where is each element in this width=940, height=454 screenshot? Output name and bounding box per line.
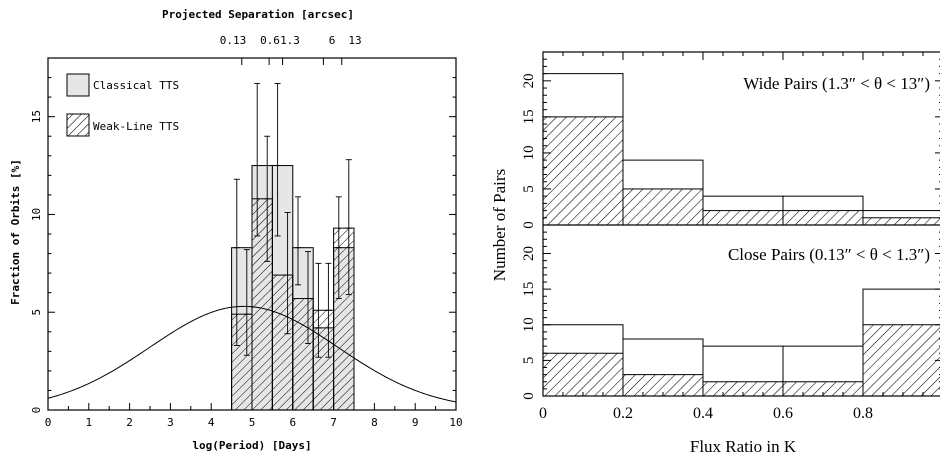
bar-hatched (862, 324, 940, 397)
errorbar-weakline (345, 159, 352, 296)
error-bars (233, 82, 352, 358)
right-xtick-label: 0.2 (613, 405, 633, 422)
bar-weakline (292, 298, 314, 411)
bar-weakline (271, 274, 294, 411)
left-ticks: 0 1 2 3 4 5 6 7 8 9 10 0 5 10 15 0.13 0.6 1.3 6 13 (30, 34, 463, 429)
left-xtick-label: 5 (249, 416, 256, 429)
top-axis-label: Projected Separation [arcsec] (162, 8, 354, 21)
right-ytick-label: 5 (521, 357, 537, 365)
left-xtick-label: 6 (289, 416, 296, 429)
right-ytick-label: 10 (521, 145, 537, 160)
errorbar-classical (254, 82, 261, 237)
bar-hatched (622, 188, 704, 226)
bar-hatched (702, 210, 784, 226)
errorbar-weakline (325, 262, 332, 358)
legend-label-classical: Classical TTS (93, 79, 179, 92)
left-x-axis-label: log(Period) [Days] (192, 439, 311, 452)
right-ticks: 0 5 10 15 20 0 5 10 15 20 0 0.2 0.4 0.6 0.8 (521, 52, 940, 422)
right-ytick-label: 15 (521, 109, 537, 124)
bar-hatched (862, 217, 940, 226)
left-xtick-label: 3 (167, 416, 174, 429)
bar-weakline (312, 309, 335, 411)
left-xtick-label: 10 (449, 416, 462, 429)
top-tick-label: 0.6 (260, 34, 280, 47)
right-xtick-label: 0 (539, 405, 547, 422)
right-ytick-label: 10 (521, 317, 537, 332)
errorbar-classical (315, 262, 322, 358)
right-ytick-label: 5 (521, 185, 537, 193)
left-ytick-label: 10 (30, 208, 43, 221)
left-xtick-label: 0 (45, 416, 52, 429)
left-chart: 0 1 2 3 4 5 6 7 8 9 10 0 5 10 15 0.13 0.6 1.3 6 13 Classica… (9, 8, 463, 452)
legend-swatch-classical (66, 73, 90, 97)
errorbar-weakline (305, 251, 311, 344)
left-xtick-label: 1 (85, 416, 92, 429)
top-tick-label: 0.13 (220, 34, 247, 47)
right-y-axis-label: Number of Pairs (490, 169, 509, 281)
right-ytick-label: 0 (521, 392, 537, 400)
left-xtick-label: 8 (371, 416, 378, 429)
top-tick-label: 6 (329, 34, 336, 47)
left-ytick-label: 0 (30, 407, 43, 414)
gaussian-curve (47, 305, 457, 403)
errorbar-classical (295, 196, 301, 286)
errorbar-classical (335, 196, 342, 299)
errorbar-classical (274, 82, 281, 237)
bar-weakline (333, 227, 355, 411)
right-ytick-label: 15 (521, 282, 537, 297)
left-ytick-label: 15 (30, 110, 43, 123)
right-bars (542, 73, 940, 397)
errorbar-weakline (243, 249, 250, 356)
bar-hatched (542, 116, 624, 226)
right-xtick-label: 0.6 (773, 405, 793, 422)
errorbar-weakline (264, 135, 271, 262)
right-x-axis-label: Flux Ratio in K (690, 437, 797, 454)
top-tick-label: 1.3 (280, 34, 300, 47)
right-ytick-label: 20 (521, 246, 537, 261)
bar-hatched (542, 352, 624, 397)
left-xtick-label: 9 (412, 416, 419, 429)
close-pairs-label: Close Pairs (0.13″ < θ < 1.3″) (728, 245, 930, 264)
legend-label-weakline: Weak-Line TTS (93, 120, 179, 133)
bar-weakline (251, 198, 273, 411)
left-xtick-label: 2 (126, 416, 133, 429)
left-y-axis-label: Fraction of Orbits [%] (9, 159, 22, 305)
legend: Classical TTS Weak-Line TTS (66, 73, 179, 137)
wide-pairs-label: Wide Pairs (1.3″ < θ < 13″) (743, 74, 930, 93)
left-ytick-label: 5 (30, 309, 43, 316)
left-xtick-label: 4 (208, 416, 215, 429)
right-xtick-label: 0.4 (693, 405, 713, 422)
right-ytick-label: 20 (521, 73, 537, 88)
right-chart: 0 5 10 15 20 0 5 10 15 20 0 0.2 0.4 0.6 0.8 Wide Pairs… (490, 51, 940, 454)
bar-hatched (782, 210, 864, 226)
errorbar-weakline (284, 212, 291, 335)
left-xtick-label: 7 (330, 416, 337, 429)
legend-swatch-weakline (66, 113, 90, 137)
right-ytick-label: 0 (521, 221, 537, 229)
top-tick-label: 13 (348, 34, 361, 47)
errorbar-classical (233, 178, 240, 346)
right-xtick-label: 0.8 (853, 405, 873, 422)
bar-weakline (231, 313, 253, 411)
